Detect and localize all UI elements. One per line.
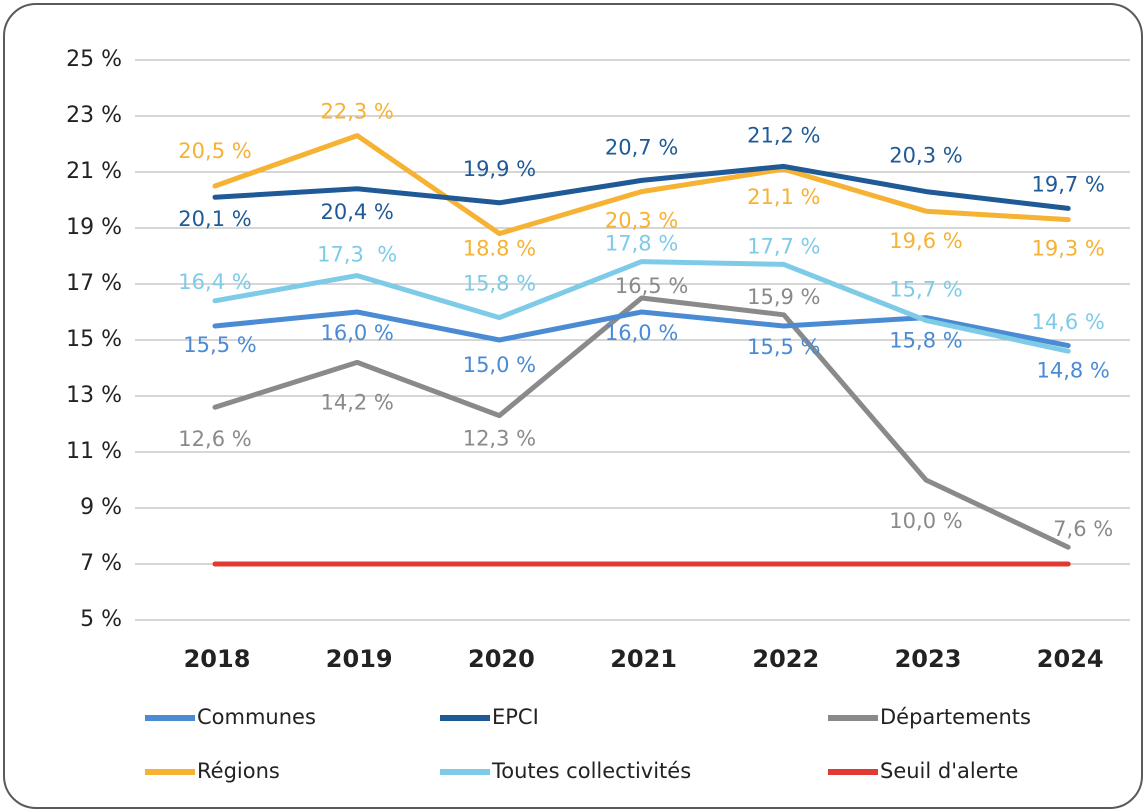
data-label: 16,4 % — [178, 270, 251, 294]
data-label: 20,5 % — [178, 139, 251, 163]
y-tick-label: 5 % — [80, 607, 122, 632]
series-line — [212, 295, 1071, 550]
legend-label: Seuil d'alerte — [880, 759, 1018, 783]
x-tick-label: 2024 — [1037, 645, 1104, 673]
data-label: 20,1 % — [178, 207, 251, 231]
legend-label: EPCI — [492, 705, 539, 729]
data-label: 15,9 % — [747, 285, 820, 309]
legend-label: Départements — [880, 705, 1031, 729]
data-label: 12,6 % — [178, 427, 251, 451]
data-label: 20,3 % — [605, 209, 678, 233]
legend-label: Toutes collectivités — [491, 759, 691, 783]
data-label: 21,2 % — [747, 123, 820, 147]
data-label: 19,3 % — [1032, 237, 1105, 261]
y-tick-label: 11 % — [66, 439, 122, 464]
data-label: 12,3 % — [463, 427, 536, 451]
series-line — [212, 309, 1071, 349]
data-label: 20,7 % — [605, 135, 678, 159]
data-label: 16,0 % — [321, 321, 394, 345]
data-label: 17,3 % — [317, 243, 397, 267]
y-tick-label: 25 % — [66, 47, 122, 72]
data-label: 22,3 % — [321, 100, 394, 124]
y-tick-label: 13 % — [66, 383, 122, 408]
data-label: 17,8 % — [605, 232, 678, 256]
data-label: 14,6 % — [1032, 310, 1105, 334]
y-tick-label: 7 % — [80, 551, 122, 576]
data-label: 14,8 % — [1037, 359, 1110, 383]
y-tick-label: 15 % — [66, 327, 122, 352]
y-tick-label: 23 % — [66, 103, 122, 128]
data-label: 16,0 % — [605, 321, 678, 345]
x-tick-label: 2018 — [184, 645, 251, 673]
legend-label: Communes — [197, 705, 316, 729]
data-label: 18.8 % — [463, 237, 536, 261]
y-tick-label: 9 % — [80, 495, 122, 520]
data-label: 19,6 % — [889, 229, 962, 253]
data-label: 15,5 % — [747, 335, 820, 359]
data-label: 15,5 % — [183, 333, 256, 357]
data-label: 19,9 % — [463, 157, 536, 181]
x-tick-label: 2023 — [895, 645, 962, 673]
y-tick-label: 19 % — [66, 215, 122, 240]
x-tick-label: 2022 — [752, 645, 819, 673]
x-tick-label: 2019 — [326, 645, 393, 673]
data-label: 19,7 % — [1032, 172, 1105, 196]
data-label: 15,8 % — [889, 329, 962, 353]
y-tick-label: 17 % — [66, 271, 122, 296]
data-label: 15,7 % — [889, 277, 962, 301]
data-label: 15,8 % — [463, 272, 536, 296]
data-label: 16,5 % — [615, 274, 688, 298]
data-label: 20,4 % — [321, 200, 394, 224]
data-label: 14,2 % — [321, 390, 394, 414]
data-label: 10,0 % — [889, 509, 962, 533]
data-label: 17,7 % — [747, 234, 820, 258]
data-label: 21,1 % — [747, 185, 820, 209]
series-line — [212, 133, 1071, 237]
legend-label: Régions — [197, 759, 280, 783]
data-label: 7,6 % — [1053, 517, 1113, 541]
series-line — [212, 163, 1071, 211]
series-line — [212, 259, 1071, 354]
data-label: 20,3 % — [889, 144, 962, 168]
frame — [3, 3, 1143, 809]
data-label: 15,0 % — [463, 353, 536, 377]
y-tick-label: 21 % — [66, 159, 122, 184]
x-tick-label: 2020 — [468, 645, 535, 673]
x-tick-label: 2021 — [610, 645, 677, 673]
